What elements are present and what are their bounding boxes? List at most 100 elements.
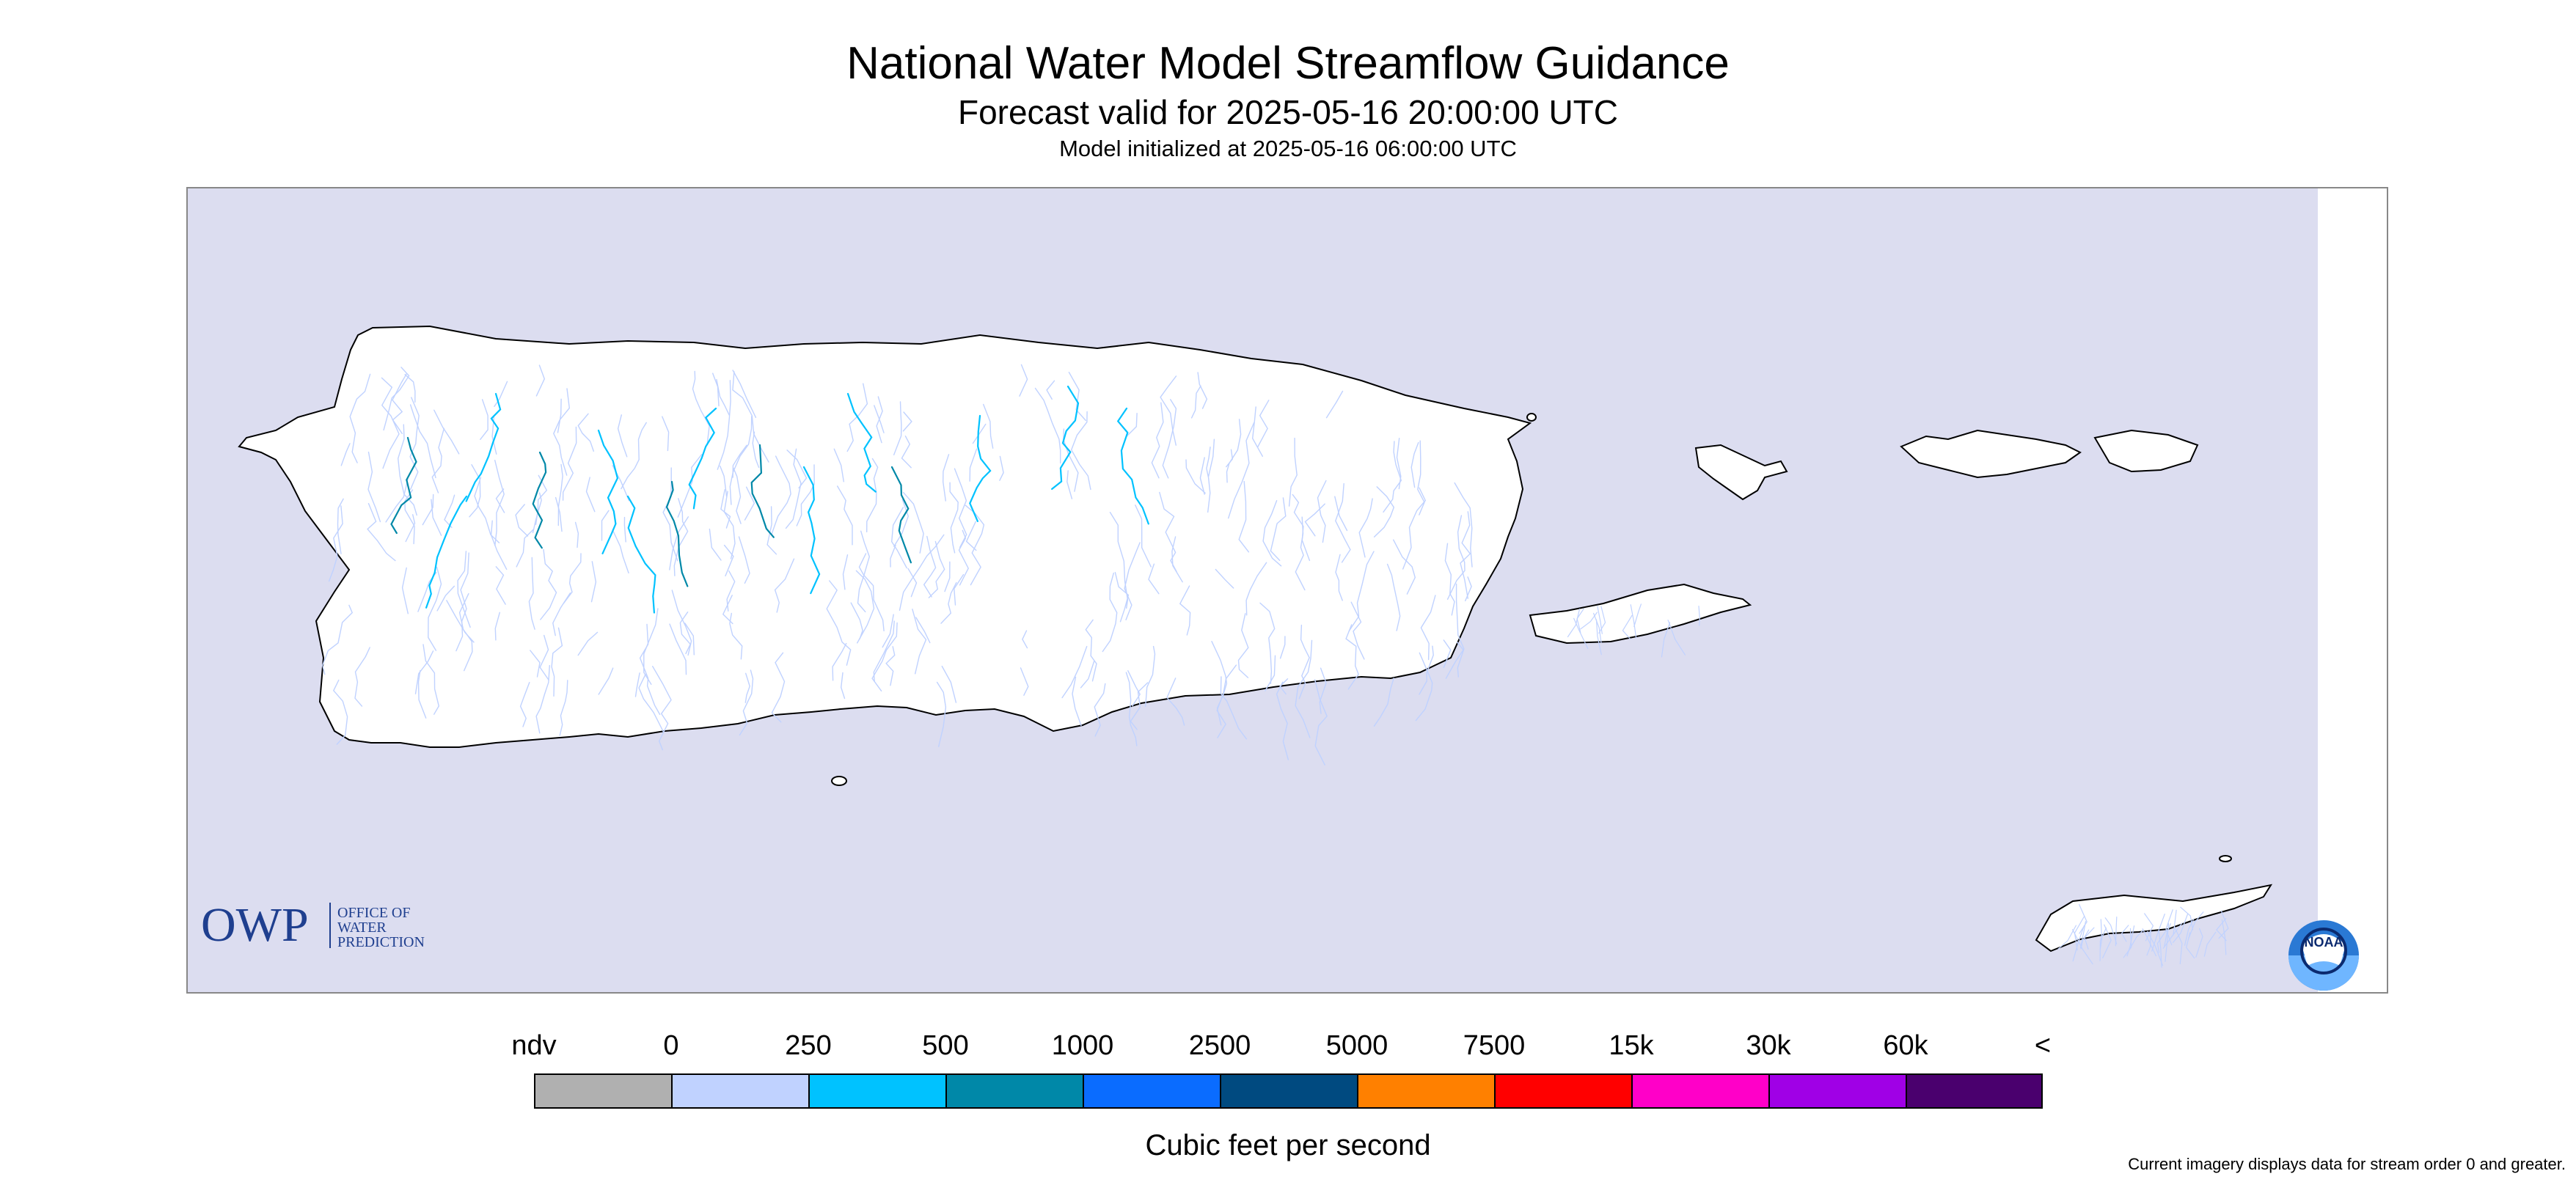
stream-line (874, 405, 885, 433)
stream-line (1102, 572, 1118, 653)
stream-line (802, 466, 821, 595)
stream-line (2146, 930, 2151, 956)
stream-line (2079, 904, 2087, 934)
legend-label: 15k (1609, 1030, 1654, 1061)
stream-line (1415, 652, 1433, 722)
stream-line (893, 401, 902, 455)
stream-line (1288, 437, 1298, 507)
stream-line (332, 679, 348, 745)
stream-line (2184, 918, 2195, 946)
stream-line (1580, 612, 1598, 630)
stream-line (954, 468, 967, 548)
stream-line (1279, 636, 1286, 659)
island-st-thomas (1900, 429, 2082, 479)
legend-units: Cubic feet per second (1145, 1129, 1431, 1161)
stream-line (1151, 402, 1164, 479)
stream-line (494, 381, 508, 407)
stream-line (1190, 385, 1201, 419)
stream-line (882, 614, 894, 648)
stream-line (941, 665, 957, 703)
streamflow-map[interactable]: OWP OFFICE OF WATER PREDICTION NOAA (188, 188, 2387, 992)
stream-line (2121, 925, 2129, 942)
footnote: Current imagery displays data for stream… (2128, 1155, 2566, 1173)
stream-line (422, 644, 440, 715)
stream-line (385, 478, 409, 523)
owp-logo: OWP OFFICE OF WATER PREDICTION (201, 898, 425, 952)
stream-line (392, 373, 407, 434)
stream-line (474, 477, 500, 543)
stream-line (2162, 922, 2183, 949)
stream-line (1276, 681, 1289, 760)
stream-line (846, 392, 877, 493)
stream-line (1270, 497, 1287, 561)
legend-swatch (671, 1073, 808, 1109)
stream-line (1257, 400, 1270, 448)
stream-line (1630, 604, 1637, 639)
map-panel[interactable]: OWP OFFICE OF WATER PREDICTION NOAA (186, 187, 2388, 994)
stream-line (1066, 470, 1073, 499)
stream-line (2180, 906, 2194, 930)
stream-line (340, 443, 351, 466)
stream-line (2221, 919, 2227, 955)
stream-line (2147, 930, 2164, 966)
legend-swatch (1906, 1073, 2043, 1109)
stream-line (2115, 917, 2118, 947)
stream-line (1068, 372, 1086, 422)
stream-line (942, 454, 950, 502)
stream-line (539, 634, 549, 681)
stream-line (726, 570, 736, 612)
noaa-logo-text: NOAA (2305, 935, 2343, 950)
stream-line (354, 647, 370, 707)
legend-swatch (945, 1073, 1083, 1109)
stream-line (1228, 422, 1255, 519)
stream-line (431, 499, 442, 536)
stream-line (390, 436, 417, 535)
stream-line (1220, 676, 1248, 740)
stream-line (532, 451, 547, 549)
legend-label: 1000 (1051, 1030, 1114, 1061)
stream-line (1207, 438, 1215, 477)
stream-line (2123, 928, 2132, 958)
stream-line (2102, 924, 2112, 958)
stream-line (1019, 364, 1028, 397)
stream-line (709, 528, 722, 561)
owp-logo-line2: WATER (337, 919, 387, 936)
stream-line (1334, 496, 1348, 532)
stream-line (2080, 929, 2090, 950)
legend-label: 5000 (1325, 1030, 1388, 1061)
stream-line (1419, 645, 1434, 695)
stream-line (494, 612, 500, 641)
stream-line (1251, 406, 1263, 457)
stream-line (540, 548, 557, 620)
stream-line (530, 650, 541, 678)
stream-line (949, 482, 959, 554)
stream-line (1567, 609, 1581, 638)
stream-line (965, 521, 977, 551)
stream-line (944, 561, 951, 592)
stream-line (494, 460, 505, 546)
noaa-logo: NOAA (2288, 920, 2359, 991)
stream-line (404, 374, 416, 403)
map-title: National Water Model Streamflow Guidance (846, 38, 1730, 89)
legend-label: 500 (922, 1030, 969, 1061)
stream-line (739, 669, 754, 736)
stream-line (495, 566, 506, 605)
stream-line (1199, 457, 1205, 495)
stream-line (601, 510, 610, 541)
stream-line (577, 413, 594, 452)
stream-line (1335, 482, 1351, 563)
stream-line (1314, 679, 1328, 766)
stream-line (890, 466, 912, 564)
stream-line (1130, 682, 1149, 730)
stream-line (528, 557, 535, 630)
stream-line (465, 392, 502, 502)
model-init-time: Model initialized at 2025-05-16 06:00:00… (1059, 136, 1517, 161)
stream-line (585, 477, 596, 513)
stream-line (744, 486, 755, 521)
stream-line (669, 516, 689, 570)
stream-line (397, 424, 417, 516)
legend-swatch (1631, 1073, 1768, 1109)
stream-line (2099, 927, 2107, 961)
stream-line (563, 553, 582, 604)
stream-line (491, 416, 497, 455)
